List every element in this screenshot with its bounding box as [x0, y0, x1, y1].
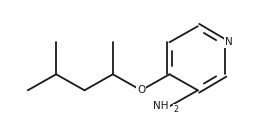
Text: N: N	[225, 37, 233, 47]
Text: O: O	[137, 85, 145, 95]
Text: NH: NH	[153, 101, 169, 111]
Text: 2: 2	[174, 104, 179, 114]
